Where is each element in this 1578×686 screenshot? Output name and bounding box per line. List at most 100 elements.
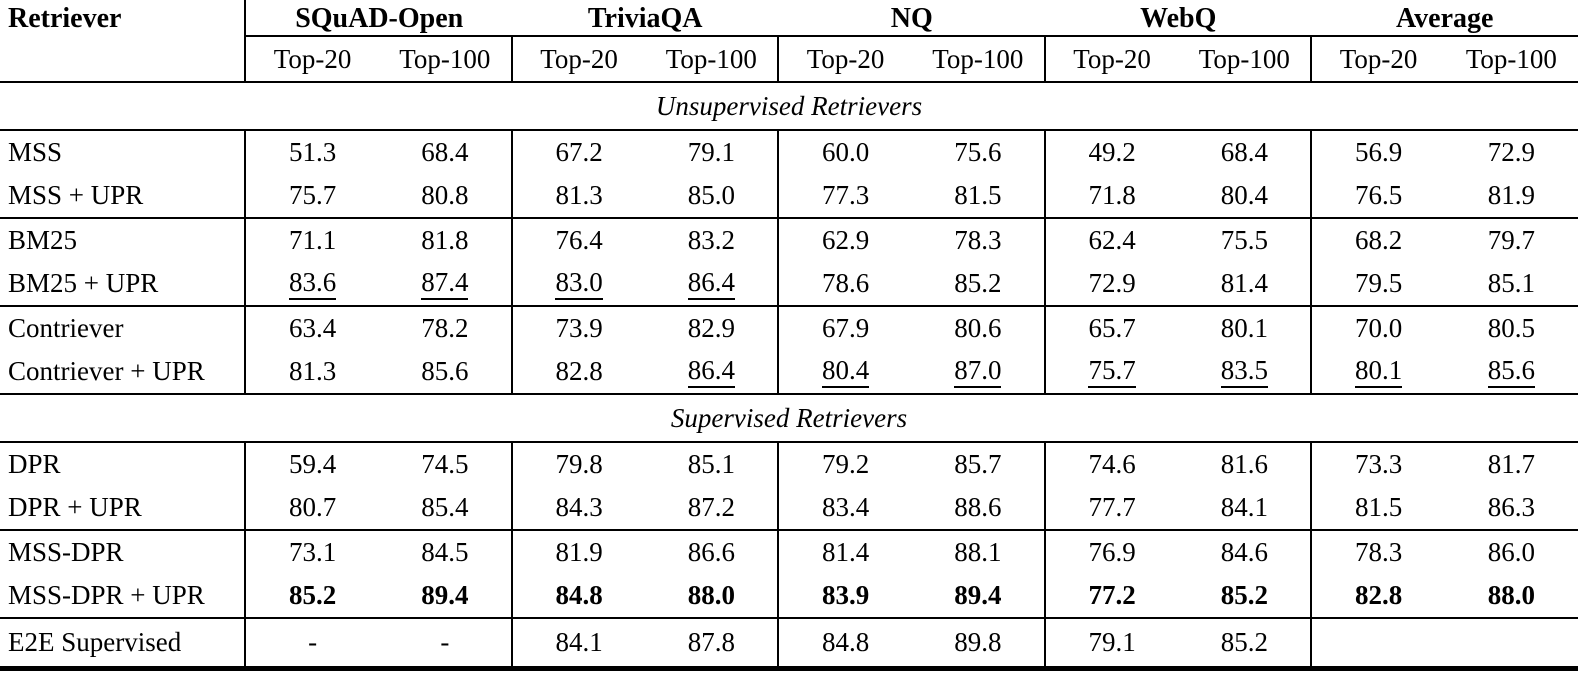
score-cell: 84.1: [1178, 486, 1312, 531]
score-cell: 67.2: [510, 130, 646, 174]
score-cell: 81.3: [245, 350, 379, 395]
score-cell: 76.4: [510, 218, 646, 262]
score-cell: 83.6: [245, 262, 379, 307]
score-cell: 81.3: [510, 174, 646, 219]
score-cell: 82.8: [1310, 574, 1445, 619]
score-cell: 56.9: [1310, 130, 1445, 174]
underlined-score: 83.0: [555, 268, 603, 300]
score-cell: 65.7: [1043, 306, 1179, 350]
score-cell: 73.9: [510, 306, 646, 350]
score-cell: 81.9: [1444, 174, 1578, 219]
score-cell: 80.5: [1487, 313, 1535, 343]
retriever-label: BM25: [0, 218, 247, 262]
score-cell: 88.0: [1444, 574, 1578, 619]
retriever-label: Contriever: [0, 306, 247, 350]
score-cell: 59.4: [288, 449, 337, 479]
retriever-label: Contriever + UPR: [0, 350, 247, 395]
retriever-label: DPR + UPR: [0, 486, 247, 531]
retriever-label: MSS: [0, 130, 247, 174]
score-cell: 80.4: [777, 350, 912, 395]
score-cell: 71.1: [288, 225, 337, 255]
score-cell: 79.2: [777, 442, 912, 486]
underlined-score: 83.5: [1220, 356, 1268, 388]
score-cell: 80.7: [245, 486, 379, 531]
score-cell: 85.1: [1444, 262, 1578, 307]
score-cell: 84.5: [421, 537, 469, 567]
table-row: E2E Supervised - - 84.1 87.8 84.8 89.8 79.1 85.2: [0, 618, 1578, 668]
sub-header-top20: Top-20: [1310, 36, 1445, 83]
score-cell: 88.0: [645, 574, 779, 619]
score-cell: 51.3: [288, 137, 337, 167]
score-cell: 68.2: [1310, 218, 1445, 262]
group-header-webq: WebQ: [1044, 0, 1312, 37]
table-row: MSS-DPR + UPR 85.2 89.4 84.8 88.0 83.9 89.4 77.…: [0, 574, 1578, 619]
score-cell: 84.8: [510, 574, 646, 619]
score-cell: 72.9: [1043, 262, 1179, 307]
retriever-label: BM25 + UPR: [0, 262, 247, 307]
retriever-label: DPR: [0, 442, 247, 486]
retriever-label: MSS-DPR + UPR: [0, 574, 247, 619]
score-cell: 77.3: [777, 174, 912, 219]
score-cell: 62.4: [1043, 218, 1179, 262]
score-cell: 85.2: [245, 574, 379, 619]
section-row: Unsupervised Retrievers: [0, 82, 1578, 131]
score-cell: 71.8: [1043, 174, 1179, 219]
table-header: Retriever SQuAD-Open TriviaQA NQ WebQ Av…: [0, 0, 1578, 83]
score-cell: 82.8: [510, 350, 646, 395]
sub-header-top20: Top-20: [510, 36, 646, 83]
score-cell: 68.4: [421, 137, 469, 167]
score-cell: 89.4: [378, 574, 512, 619]
score-cell: 85.2: [1220, 626, 1268, 657]
score-cell: 79.8: [510, 442, 646, 486]
sub-header-top100: Top-100: [378, 36, 512, 83]
score-cell: 75.5: [1220, 225, 1268, 255]
score-cell: 62.9: [777, 218, 912, 262]
score-cell: 79.7: [1487, 225, 1535, 255]
retriever-column-header: Retriever: [0, 0, 247, 83]
score-cell: 87.4: [378, 262, 512, 307]
score-cell: 75.7: [245, 174, 379, 219]
score-cell: 81.9: [510, 530, 646, 574]
score-cell: 89.8: [954, 626, 1002, 657]
score-cell: 81.5: [1310, 486, 1445, 531]
score-cell: 85.2: [911, 262, 1045, 307]
group-header-squad-open: SQuAD-Open: [245, 0, 512, 37]
group-header-average: Average: [1311, 0, 1578, 37]
section-row: Supervised Retrievers: [0, 394, 1578, 443]
score-cell: 80.1: [1310, 350, 1445, 395]
underlined-score: 86.4: [687, 268, 735, 300]
retriever-label: E2E Supervised: [0, 618, 247, 668]
score-cell: 78.6: [777, 262, 912, 307]
score-cell: 86.4: [645, 262, 779, 307]
underlined-score: 75.7: [1088, 356, 1136, 388]
score-cell: 87.2: [645, 486, 779, 531]
sub-header-row: Top-20 Top-100 Top-20 Top-100 Top-20 Top…: [0, 36, 1578, 83]
score-cell: 80.4: [1178, 174, 1312, 219]
score-cell: 86.3: [1444, 486, 1578, 531]
score-cell: 73.1: [288, 537, 337, 567]
table-row: MSS 51.3 68.4 67.2 79.1 60.0 75.6 49.2 68.4 56.9 7…: [0, 130, 1578, 174]
score-cell: 81.4: [777, 530, 912, 574]
score-cell: 70.0: [1310, 306, 1445, 350]
table-row: BM25 + UPR 83.6 87.4 83.0 86.4 78.6 85.2 72.9 81…: [0, 262, 1578, 307]
score-cell: 83.5: [1178, 350, 1312, 395]
retriever-label: MSS + UPR: [0, 174, 247, 219]
sub-header-top100: Top-100: [1178, 36, 1312, 83]
sub-header-top100: Top-100: [645, 36, 779, 83]
table-row: MSS + UPR 75.7 80.8 81.3 85.0 77.3 81.5 71.8 80.…: [0, 174, 1578, 219]
score-cell: 81.7: [1487, 449, 1535, 479]
underlined-score: 87.4: [421, 268, 469, 300]
score-cell: 76.5: [1310, 174, 1445, 219]
section-title: Unsupervised Retrievers: [0, 82, 1578, 131]
table-row: Contriever + UPR 81.3 85.6 82.8 86.4 80.4 87.0…: [0, 350, 1578, 395]
score-cell: 83.0: [510, 262, 646, 307]
retriever-label: MSS-DPR: [0, 530, 247, 574]
table-row: DPR 59.4 74.5 79.8 85.1 79.2 85.7 74.6 81.6 73.3 8…: [0, 442, 1578, 486]
score-cell: 68.4: [1220, 137, 1268, 167]
score-cell: 87.8: [687, 626, 735, 657]
group-header-nq: NQ: [778, 0, 1045, 37]
table-row: MSS-DPR 73.1 84.5 81.9 86.6 81.4 88.1 76.9 84.6 7…: [0, 530, 1578, 574]
score-cell: [1445, 618, 1578, 668]
score-cell: 84.6: [1220, 537, 1268, 567]
score-cell: 80.8: [378, 174, 512, 219]
